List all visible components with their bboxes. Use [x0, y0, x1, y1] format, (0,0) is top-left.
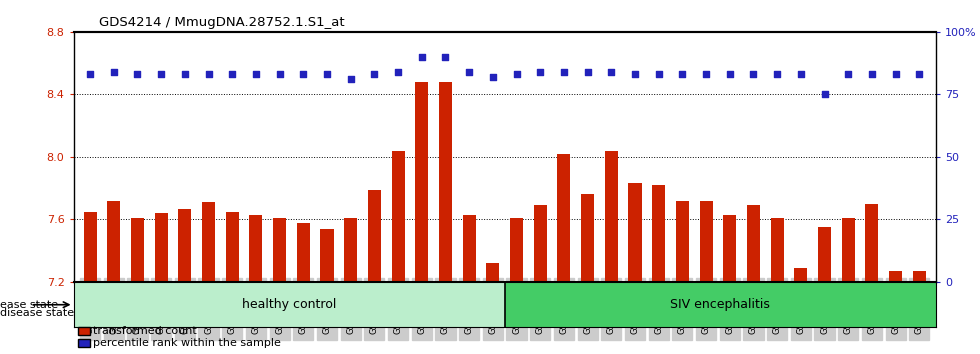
Bar [865, 204, 878, 282]
Bar [155, 213, 168, 282]
Bar [83, 212, 97, 282]
Bar [225, 212, 239, 282]
Point [296, 72, 312, 77]
Point [816, 92, 832, 97]
Point [82, 72, 98, 77]
Bar [368, 190, 381, 282]
Bar [770, 218, 784, 282]
Text: disease state: disease state [0, 300, 58, 310]
Point [674, 72, 690, 77]
Bar [131, 218, 144, 282]
Point [224, 72, 240, 77]
Point [769, 72, 785, 77]
Bar [534, 205, 547, 282]
Bar [250, 215, 263, 282]
Bar [416, 82, 428, 282]
Point [604, 69, 619, 75]
Bar [273, 218, 286, 282]
Point [485, 74, 501, 80]
Bar [747, 205, 760, 282]
Bar [202, 202, 215, 282]
Bar [818, 227, 831, 282]
Point [319, 72, 335, 77]
Bar [676, 201, 689, 282]
Point [106, 69, 122, 75]
Point [698, 72, 713, 77]
Point [438, 54, 454, 60]
Bar [320, 229, 333, 282]
Bar [628, 183, 642, 282]
Bar [652, 185, 665, 282]
Text: GDS4214 / MmugDNA.28752.1.S1_at: GDS4214 / MmugDNA.28752.1.S1_at [99, 16, 345, 29]
Point [367, 72, 382, 77]
Point [390, 69, 406, 75]
Bar [486, 263, 500, 282]
Point [177, 72, 193, 77]
Bar [558, 154, 570, 282]
Point [462, 69, 477, 75]
Point [343, 76, 359, 82]
Point [556, 69, 571, 75]
Bar [605, 151, 617, 282]
Bar [178, 209, 191, 282]
Bar [700, 201, 712, 282]
Text: healthy control: healthy control [242, 298, 336, 311]
Bar [795, 268, 808, 282]
Bar [392, 151, 405, 282]
Point [153, 72, 169, 77]
Point [248, 72, 264, 77]
Text: SIV encephalitis: SIV encephalitis [670, 298, 770, 311]
Point [651, 72, 666, 77]
Point [201, 72, 217, 77]
Bar [842, 218, 855, 282]
Point [129, 72, 145, 77]
Point [580, 69, 596, 75]
Bar [344, 218, 358, 282]
Point [864, 72, 880, 77]
Text: disease state: disease state [0, 308, 74, 318]
Text: transformed count: transformed count [93, 326, 197, 336]
Bar [463, 215, 475, 282]
Point [532, 69, 548, 75]
Bar [297, 223, 310, 282]
Point [271, 72, 287, 77]
Point [627, 72, 643, 77]
Bar [439, 82, 452, 282]
Point [841, 72, 857, 77]
Point [911, 72, 927, 77]
Bar [581, 194, 594, 282]
Point [888, 72, 904, 77]
Bar [723, 215, 736, 282]
Point [746, 72, 761, 77]
Bar [912, 271, 926, 282]
Bar [107, 201, 121, 282]
Text: percentile rank within the sample: percentile rank within the sample [93, 338, 281, 348]
Point [722, 72, 738, 77]
Point [793, 72, 808, 77]
Bar [510, 218, 523, 282]
Point [509, 72, 524, 77]
Point [414, 54, 429, 60]
Bar [889, 271, 903, 282]
